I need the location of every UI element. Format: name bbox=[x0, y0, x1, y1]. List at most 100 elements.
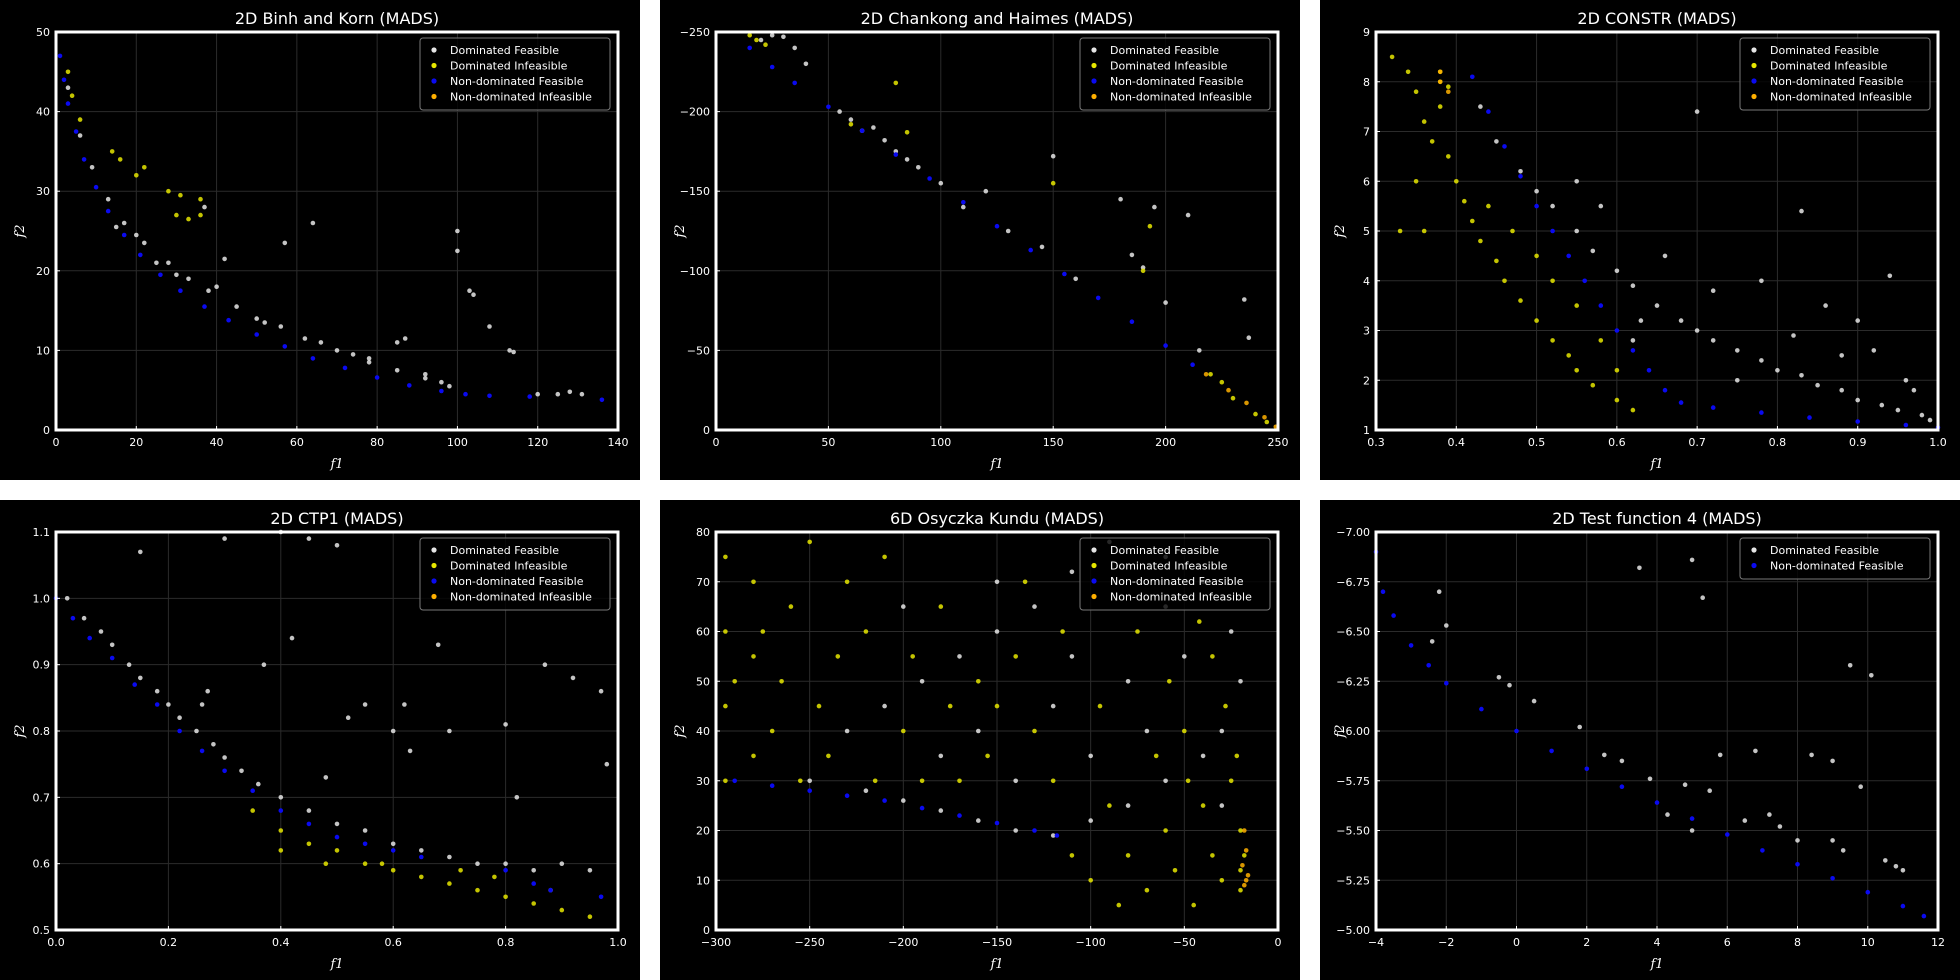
data-point bbox=[1689, 828, 1695, 833]
data-point bbox=[976, 679, 981, 684]
data-point bbox=[126, 662, 132, 667]
data-point bbox=[1550, 228, 1555, 234]
data-point bbox=[769, 728, 775, 734]
data-point bbox=[1847, 663, 1853, 668]
data-point bbox=[1830, 758, 1835, 764]
data-point bbox=[394, 340, 400, 345]
x-tick-label: 40 bbox=[210, 436, 224, 449]
data-point bbox=[492, 874, 497, 880]
data-point bbox=[1197, 348, 1202, 353]
chart-panel-osyczka-kundu: −300 −250 −200 −150 −100 −50 0 0 10 20 30 40 50 60 70 8… bbox=[660, 500, 1300, 980]
legend-marker bbox=[1091, 47, 1097, 53]
data-point bbox=[1791, 333, 1796, 338]
data-point bbox=[919, 778, 925, 784]
data-point bbox=[1182, 654, 1187, 659]
legend-marker bbox=[1751, 78, 1757, 84]
data-point bbox=[1689, 816, 1695, 821]
data-point bbox=[121, 220, 127, 226]
x-tick-label: 60 bbox=[290, 436, 304, 449]
data-point bbox=[117, 157, 123, 162]
data-point bbox=[1742, 818, 1748, 823]
data-point bbox=[323, 775, 329, 780]
data-point bbox=[1421, 119, 1427, 124]
y-tick-label: −50 bbox=[687, 344, 710, 357]
data-point bbox=[1549, 748, 1554, 754]
data-point bbox=[1062, 271, 1067, 277]
x-tick-label: 200 bbox=[1155, 436, 1176, 449]
data-point bbox=[1238, 679, 1243, 684]
data-point bbox=[957, 778, 962, 784]
y-tick-label: 30 bbox=[36, 185, 50, 198]
data-point bbox=[390, 848, 396, 853]
data-point bbox=[1717, 752, 1723, 758]
data-point bbox=[542, 662, 548, 667]
data-point bbox=[1534, 253, 1539, 259]
data-point bbox=[423, 372, 428, 377]
data-point bbox=[278, 848, 284, 853]
chart-panel-constr: 0.3 0.4 0.5 0.6 0.7 0.8 0.9 1.0 1 2 3 4 5 6 7 8 9 2D CONS… bbox=[1320, 0, 1960, 480]
legend-label: Non-dominated Infeasible bbox=[1110, 91, 1252, 104]
data-point bbox=[198, 212, 203, 218]
data-point bbox=[1518, 169, 1523, 174]
data-point bbox=[64, 596, 70, 601]
data-point bbox=[788, 604, 794, 609]
legend-marker bbox=[1091, 578, 1097, 584]
data-point bbox=[844, 728, 850, 734]
legend-label: Non-dominated Feasible bbox=[1770, 75, 1904, 88]
data-point bbox=[1478, 104, 1483, 109]
y-tick-label: 3 bbox=[1363, 325, 1370, 338]
data-point bbox=[747, 45, 752, 51]
data-point bbox=[1759, 410, 1764, 415]
data-point bbox=[1116, 902, 1122, 908]
y-tick-label: 40 bbox=[36, 106, 50, 119]
x-tick-label: 150 bbox=[1043, 436, 1064, 449]
y-tick-label: 1 bbox=[1363, 424, 1370, 437]
legend-marker bbox=[1091, 78, 1097, 84]
x-tick-label: 0.4 bbox=[1448, 436, 1466, 449]
data-point bbox=[1550, 278, 1555, 284]
data-point bbox=[919, 679, 925, 684]
data-point bbox=[1494, 258, 1499, 264]
data-point bbox=[154, 260, 159, 266]
x-tick-label: 100 bbox=[930, 436, 951, 449]
legend-label: Dominated Feasible bbox=[1110, 44, 1219, 57]
data-point bbox=[1534, 318, 1539, 323]
legend-label: Non-dominated Feasible bbox=[450, 575, 584, 588]
data-point bbox=[1486, 203, 1491, 209]
y-tick-label: 30 bbox=[696, 775, 710, 788]
data-point bbox=[65, 85, 71, 90]
data-point bbox=[807, 539, 812, 545]
data-point bbox=[798, 778, 803, 784]
data-point bbox=[487, 393, 492, 399]
y-axis-label: f2 bbox=[1333, 224, 1348, 238]
y-tick-label: 2 bbox=[1363, 374, 1370, 387]
data-point bbox=[514, 795, 520, 800]
y-tick-label: 1.0 bbox=[33, 592, 51, 605]
x-tick-label: 0 bbox=[53, 436, 60, 449]
data-point bbox=[1262, 415, 1267, 420]
data-point bbox=[1140, 265, 1146, 270]
data-point bbox=[1518, 298, 1523, 303]
y-axis-label: f2 bbox=[13, 224, 28, 238]
data-point bbox=[166, 702, 171, 707]
data-point bbox=[390, 728, 396, 734]
data-point bbox=[1013, 828, 1018, 833]
data-point bbox=[779, 679, 784, 684]
data-point bbox=[1060, 629, 1065, 634]
data-point bbox=[859, 128, 865, 133]
data-point bbox=[202, 204, 207, 210]
data-point bbox=[844, 793, 850, 798]
data-point bbox=[1147, 223, 1153, 229]
data-point bbox=[1135, 629, 1140, 634]
x-tick-label: 100 bbox=[447, 436, 468, 449]
data-point bbox=[723, 554, 728, 560]
legend-marker bbox=[431, 47, 437, 53]
data-point bbox=[1429, 139, 1435, 144]
chart-svg: 0.3 0.4 0.5 0.6 0.7 0.8 0.9 1.0 1 2 3 4 5 6 7 8 9 2D CONS… bbox=[1333, 9, 1947, 472]
data-point bbox=[531, 901, 536, 906]
data-point bbox=[379, 861, 385, 866]
data-point bbox=[234, 304, 239, 309]
x-tick-label: 0 bbox=[713, 436, 720, 449]
data-point bbox=[65, 69, 71, 75]
data-point bbox=[1228, 778, 1234, 784]
